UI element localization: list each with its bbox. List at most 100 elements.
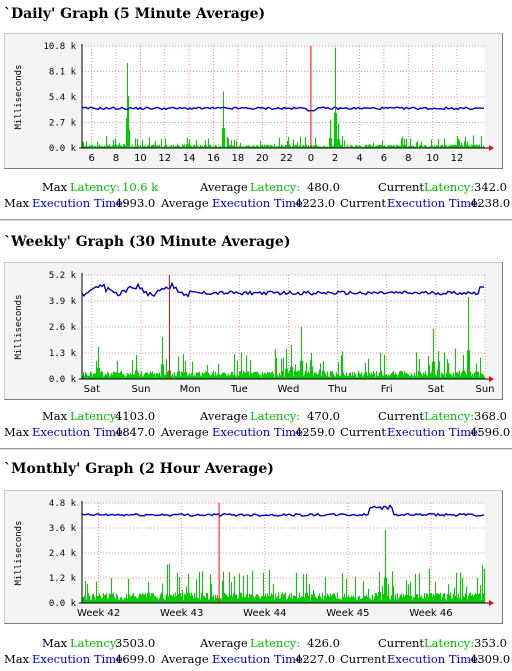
x-tick-label: 4 [356,153,362,164]
cur-latency-value: 368.0 [474,409,507,423]
latency-label: Latency: [250,409,301,423]
divider [0,448,512,450]
x-tick-label: Mon [180,384,201,395]
cur-exec-value: 4596.0 [470,425,511,439]
avg-label: Average [161,652,209,666]
cur-label: Current [340,652,387,666]
latency-series [82,297,485,379]
x-axis-arrow [489,376,494,382]
execution-time-series [81,281,484,298]
x-tick-label: 8 [113,153,119,164]
weekly-graph-panel: 0.0 k 1.3 k 2.6 k 3.9 k 5.2 k Sat Sun Mon Tue Wed… [4,262,503,400]
max-label: Max [4,196,30,210]
cur-exec-value: 4309.0 [470,652,511,666]
avg-exec-value: 4227.0 [295,652,336,666]
latency-label: Latency: [70,180,121,194]
exec-label: Execution Time: [387,196,482,210]
max-latency-value: 4103.0 [115,409,156,423]
latency-label: Latency: [250,180,301,194]
x-axis-arrow [489,145,494,151]
monthly-graph-section: `Monthly' Graph (2 Hour Average) 0.0 k 1.… [0,455,512,671]
weekly-graph-section: `Weekly' Graph (30 Minute Average) 0.0 k… [0,226,512,450]
y-axis-label: Milliseconds [14,520,24,585]
x-tick-label: 16 [207,153,220,164]
y-tick-label: 3.6 k [49,524,77,534]
x-tick-label: 2 [332,153,338,164]
monthly-latency-row: Max Latency: 3503.0 Average Latency: 426… [0,636,512,652]
latency-label: Latency: [70,636,121,650]
y-tick-label: 0.0 k [49,599,77,609]
x-tick-label: 6 [89,153,95,164]
weekly-latency-row: Max Latency: 4103.0 Average Latency: 470… [0,409,512,425]
x-tick-label: Week 44 [243,608,286,619]
latency-label: Latency: [424,636,475,650]
x-tick-label: Sun [131,384,150,395]
monthly-graph-title: `Monthly' Graph (2 Hour Average) [4,461,274,477]
x-tick-label: 6 [381,153,387,164]
avg-latency-value: 426.0 [307,636,340,650]
y-tick-label: 10.8 k [43,42,76,52]
avg-latency-value: 470.0 [307,409,340,423]
max-exec-value: 4847.0 [115,425,156,439]
monthly-exec-row: Max Execution Time: 4699.0 Average Execu… [0,652,512,668]
y-tick-label: 1.3 k [49,349,77,359]
daily-graph-panel: 0.0 k 2.7 k 5.4 k 8.1 k 10.8 k 6 8 10 12 14 16 18 20… [4,33,503,169]
exec-label: Execution Time: [32,425,127,439]
avg-label: Average [200,409,248,423]
cur-label: Current [378,409,425,423]
exec-label: Execution Time: [387,652,482,666]
daily-graph-title: `Daily' Graph (5 Minute Average) [4,6,266,22]
cur-label: Current [378,180,425,194]
weekly-chart: 0.0 k 1.3 k 2.6 k 3.9 k 5.2 k Sat Sun Mon Tue Wed… [14,271,495,395]
latency-label: Latency: [424,180,475,194]
max-label: Max [42,409,68,423]
x-tick-label: 10 [134,153,147,164]
daily-chart: 0.0 k2.7 k5.4 k8.1 k10.8 k6 8 10 12 14 16 18 20… [14,42,494,164]
y-tick-label: 2.7 k [49,119,77,129]
x-tick-label: Fri [381,384,393,395]
x-axis-arrow [489,600,494,606]
exec-label: Execution Time: [32,652,127,666]
divider [0,219,512,221]
x-tick-label: 20 [256,153,269,164]
avg-exec-value: 4223.0 [295,196,336,210]
max-label: Max [42,180,68,194]
monthly-chart: 0.0 k 1.2 k 2.4 k 3.6 k 4.8 k Week 42 Week 43 W… [14,499,494,619]
avg-label: Average [200,636,248,650]
x-tick-label: 0 [308,153,314,164]
x-tick-label: Week 45 [326,608,369,619]
x-tick-label: 18 [231,153,244,164]
y-tick-label: 5.2 k [49,271,77,281]
x-tick-label: 12 [451,153,464,164]
daily-graph-section: `Daily' Graph (5 Minute Average) 0.0 k 2.… [0,0,512,221]
x-tick-label: Week 43 [160,608,203,619]
y-tick-label: 0.0 k [49,375,77,385]
x-tick-label: Week 42 [77,608,120,619]
latency-label: Latency: [70,409,121,423]
y-tick-label: 0.0 k [49,144,77,154]
y-tick-label: 3.9 k [49,297,77,307]
max-exec-value: 4993.0 [115,196,156,210]
x-tick-label: Week 46 [409,608,452,619]
y-tick-label: 5.4 k [49,93,77,103]
max-latency-value: 3503.0 [115,636,156,650]
weekly-exec-row: Max Execution Time: 4847.0 Average Execu… [0,425,512,441]
x-tick-label: 14 [183,153,196,164]
execution-time-series [81,106,485,112]
x-tick-label: 12 [158,153,171,164]
exec-label: Execution Time: [32,196,127,210]
x-tick-label: 8 [405,153,411,164]
cur-latency-value: 353.0 [474,636,507,650]
avg-latency-value: 480.0 [307,180,340,194]
y-tick-label: 4.8 k [49,499,77,509]
exec-label: Execution Time: [387,425,482,439]
y-tick-label: 8.1 k [49,68,77,78]
exec-label: Execution Time: [212,652,307,666]
max-label: Max [42,636,68,650]
y-tick-label: 1.2 k [49,574,77,584]
y-axis-label: Milliseconds [14,294,24,359]
cur-label: Current [340,196,387,210]
cur-latency-value: 342.0 [474,180,507,194]
x-tick-label: Wed [278,384,300,395]
max-label: Max [4,425,30,439]
